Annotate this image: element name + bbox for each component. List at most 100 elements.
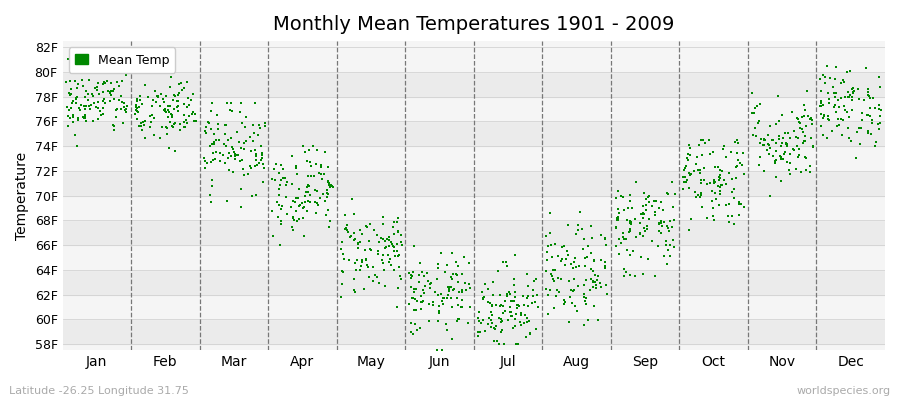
Point bbox=[410, 298, 424, 304]
Point bbox=[682, 152, 697, 158]
Point bbox=[133, 93, 148, 100]
Point bbox=[416, 298, 430, 304]
Point bbox=[257, 120, 272, 126]
Point bbox=[285, 198, 300, 204]
Point bbox=[695, 203, 709, 210]
Point bbox=[142, 124, 157, 130]
Point bbox=[414, 305, 428, 312]
Point bbox=[706, 213, 721, 219]
Point bbox=[418, 282, 433, 289]
Point bbox=[137, 122, 151, 128]
Point bbox=[833, 95, 848, 102]
Point bbox=[842, 94, 856, 100]
Point bbox=[665, 204, 680, 210]
Point bbox=[705, 188, 719, 194]
Point bbox=[622, 252, 636, 258]
Point bbox=[302, 147, 317, 154]
Point bbox=[417, 273, 431, 279]
Point bbox=[623, 226, 637, 232]
Point bbox=[83, 106, 97, 112]
Point bbox=[722, 218, 736, 225]
Point bbox=[491, 315, 506, 321]
Point bbox=[758, 137, 772, 143]
Point bbox=[444, 284, 458, 290]
Point bbox=[272, 202, 286, 208]
Point bbox=[79, 88, 94, 94]
Point bbox=[363, 246, 377, 252]
Point bbox=[662, 218, 677, 224]
Point bbox=[270, 199, 284, 206]
Point bbox=[851, 86, 866, 92]
Point bbox=[372, 280, 386, 286]
Point bbox=[112, 97, 127, 103]
Point bbox=[843, 68, 858, 74]
Point bbox=[403, 275, 418, 282]
Point bbox=[446, 286, 461, 292]
Point bbox=[129, 102, 143, 108]
Point bbox=[760, 147, 775, 154]
Point bbox=[608, 224, 623, 230]
Point bbox=[197, 165, 211, 171]
Point bbox=[735, 161, 750, 168]
Point bbox=[835, 132, 850, 138]
Point bbox=[295, 200, 310, 206]
Point bbox=[580, 277, 594, 283]
Point bbox=[218, 122, 232, 128]
Point bbox=[149, 93, 164, 100]
Point bbox=[70, 94, 85, 100]
Point bbox=[814, 88, 829, 94]
Point bbox=[385, 224, 400, 230]
Point bbox=[506, 324, 520, 331]
Point bbox=[117, 100, 131, 106]
Point bbox=[657, 253, 671, 260]
Point bbox=[611, 236, 625, 242]
Point bbox=[95, 89, 110, 96]
Point bbox=[790, 115, 805, 122]
Point bbox=[712, 177, 726, 184]
Point bbox=[378, 244, 392, 250]
Point bbox=[770, 148, 784, 154]
Point bbox=[68, 132, 82, 139]
Point bbox=[360, 264, 374, 270]
Point bbox=[341, 256, 356, 263]
Point bbox=[446, 250, 460, 256]
Point bbox=[844, 94, 859, 101]
Point bbox=[271, 214, 285, 220]
Point bbox=[430, 261, 445, 267]
Point bbox=[845, 86, 859, 92]
Point bbox=[557, 299, 572, 305]
Point bbox=[166, 123, 180, 130]
Point bbox=[872, 126, 886, 132]
Point bbox=[787, 128, 801, 134]
Point bbox=[394, 232, 409, 238]
Point bbox=[415, 269, 429, 275]
Point bbox=[74, 102, 88, 108]
Point bbox=[567, 259, 581, 265]
Point bbox=[254, 157, 268, 163]
Point bbox=[838, 94, 852, 100]
Point bbox=[177, 119, 192, 125]
Point bbox=[766, 152, 780, 159]
Point bbox=[775, 112, 789, 118]
Point bbox=[359, 257, 374, 264]
Point bbox=[212, 120, 226, 127]
Point bbox=[791, 119, 806, 125]
Point bbox=[633, 230, 647, 236]
Point bbox=[508, 289, 522, 295]
Point bbox=[338, 225, 353, 231]
Point bbox=[295, 205, 310, 212]
Point bbox=[234, 186, 248, 192]
Point bbox=[560, 248, 574, 254]
Point bbox=[554, 244, 569, 250]
Point bbox=[744, 109, 759, 116]
Point bbox=[783, 151, 797, 157]
Point bbox=[707, 217, 722, 224]
Point bbox=[860, 89, 875, 95]
Bar bbox=[62, 220, 885, 245]
Point bbox=[376, 252, 391, 258]
Point bbox=[598, 258, 613, 265]
Point bbox=[822, 100, 836, 106]
Point bbox=[713, 172, 727, 178]
Point bbox=[234, 204, 248, 210]
Point bbox=[623, 218, 637, 225]
